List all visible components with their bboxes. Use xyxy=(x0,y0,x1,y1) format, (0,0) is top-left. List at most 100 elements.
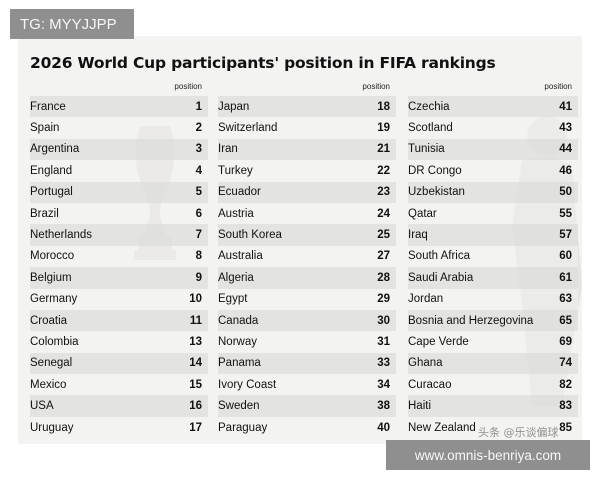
country-name: Panama xyxy=(218,357,261,370)
rankings-column-2: position Japan 18 Switzerland 19 Iran 21 Turke… xyxy=(218,82,396,439)
table-row: Haiti 83 xyxy=(408,395,578,417)
country-name: Saudi Arabia xyxy=(408,271,474,284)
country-name: Bosnia and Herzegovina xyxy=(408,314,534,327)
table-row: England 4 xyxy=(30,160,208,182)
country-name: Curacao xyxy=(408,378,452,391)
country-name: Japan xyxy=(218,100,250,113)
fifa-position: 82 xyxy=(559,378,572,391)
column-header: position xyxy=(362,82,390,91)
fifa-position: 15 xyxy=(189,378,202,391)
fifa-position: 83 xyxy=(559,400,572,413)
country-name: South Africa xyxy=(408,250,471,263)
rankings-column-3: position Czechia 41 Scotland 43 Tunisia 44 DR … xyxy=(408,82,578,439)
country-name: Algeria xyxy=(218,271,254,284)
table-row: Brazil 6 xyxy=(30,202,208,225)
country-name: Senegal xyxy=(30,357,73,370)
country-name: Spain xyxy=(30,122,60,135)
fifa-position: 74 xyxy=(559,357,572,370)
table-row: Iraq 57 xyxy=(408,224,578,246)
fifa-position: 21 xyxy=(377,143,390,156)
fifa-position: 9 xyxy=(195,271,202,284)
table-row: South Africa 60 xyxy=(408,245,578,268)
table-row: Curacao 82 xyxy=(408,374,578,396)
table-row: Argentina 3 xyxy=(30,138,208,161)
page-title: 2026 World Cup participants' position in… xyxy=(30,54,496,72)
table-row: Norway 31 xyxy=(218,331,396,353)
country-name: Czechia xyxy=(408,100,450,113)
country-name: Qatar xyxy=(408,207,437,220)
table-row: Japan 18 xyxy=(218,96,396,118)
column-header: position xyxy=(544,82,572,91)
country-name: Jordan xyxy=(408,293,444,306)
country-name: Paraguay xyxy=(218,421,268,434)
fifa-position: 14 xyxy=(189,357,202,370)
table-row: Algeria 28 xyxy=(218,267,396,289)
table-row: Ecuador 23 xyxy=(218,181,396,203)
fifa-position: 19 xyxy=(377,122,390,135)
table-row: Sweden 38 xyxy=(218,395,396,417)
table-row: France 1 xyxy=(30,96,208,118)
country-name: New Zealand xyxy=(408,421,476,434)
fifa-position: 1 xyxy=(195,100,202,113)
table-row: Canada 30 xyxy=(218,309,396,332)
country-name: Turkey xyxy=(218,164,253,177)
table-row: Bosnia and Herzegovina 65 xyxy=(408,309,578,332)
table-row: Mexico 15 xyxy=(30,374,208,396)
table-row: Australia 27 xyxy=(218,245,396,268)
fifa-position: 5 xyxy=(195,186,202,199)
tg-badge: TG: MYYJJPP xyxy=(10,9,134,39)
table-row: Spain 2 xyxy=(30,117,208,139)
country-name: Uruguay xyxy=(30,421,74,434)
fifa-position: 16 xyxy=(189,400,202,413)
table-row: Jordan 63 xyxy=(408,288,578,310)
table-row: Turkey 22 xyxy=(218,160,396,182)
fifa-position: 6 xyxy=(195,207,202,220)
country-name: France xyxy=(30,100,66,113)
country-name: Egypt xyxy=(218,293,248,306)
table-row: Egypt 29 xyxy=(218,288,396,310)
fifa-position: 30 xyxy=(377,314,390,327)
fifa-position: 23 xyxy=(377,186,390,199)
country-name: Ivory Coast xyxy=(218,378,277,391)
table-row: Cape Verde 69 xyxy=(408,331,578,353)
table-row: Morocco 8 xyxy=(30,245,208,268)
table-row: USA 16 xyxy=(30,395,208,417)
table-row: Qatar 55 xyxy=(408,202,578,225)
fifa-position: 10 xyxy=(189,293,202,306)
country-name: Germany xyxy=(30,293,78,306)
country-name: Belgium xyxy=(30,271,72,284)
country-name: Colombia xyxy=(30,335,79,348)
fifa-position: 29 xyxy=(377,293,390,306)
country-name: DR Congo xyxy=(408,164,462,177)
table-row: Germany 10 xyxy=(30,288,208,310)
fifa-position: 44 xyxy=(559,143,572,156)
source-watermark: 头条 @乐谈偏球 xyxy=(478,426,559,439)
table-row: Colombia 13 xyxy=(30,331,208,353)
table-row: Uzbekistan 50 xyxy=(408,181,578,203)
fifa-position: 22 xyxy=(377,164,390,177)
country-name: Argentina xyxy=(30,143,80,156)
fifa-position: 33 xyxy=(377,357,390,370)
fifa-position: 7 xyxy=(195,229,202,242)
country-name: England xyxy=(30,164,73,177)
fifa-position: 61 xyxy=(559,271,572,284)
rankings-card: 2026 World Cup participants' position in… xyxy=(18,36,582,444)
fifa-position: 60 xyxy=(559,250,572,263)
table-row: New Zealand 85 xyxy=(408,416,578,439)
fifa-position: 27 xyxy=(377,250,390,263)
table-row: Tunisia 44 xyxy=(408,138,578,161)
country-name: Scotland xyxy=(408,122,453,135)
fifa-position: 17 xyxy=(189,421,202,434)
country-name: Iran xyxy=(218,143,238,156)
table-row: Netherlands 7 xyxy=(30,224,208,246)
fifa-position: 31 xyxy=(377,335,390,348)
fifa-position: 85 xyxy=(559,421,572,434)
column-header: position xyxy=(174,82,202,91)
fifa-position: 4 xyxy=(195,164,202,177)
fifa-position: 34 xyxy=(377,378,390,391)
rankings-column-1: position France 1 Spain 2 Argentina 3 England 4… xyxy=(30,82,208,439)
table-row: Portugal 5 xyxy=(30,181,208,203)
table-row: Belgium 9 xyxy=(30,267,208,289)
country-name: Ecuador xyxy=(218,186,261,199)
country-name: Switzerland xyxy=(218,122,278,135)
